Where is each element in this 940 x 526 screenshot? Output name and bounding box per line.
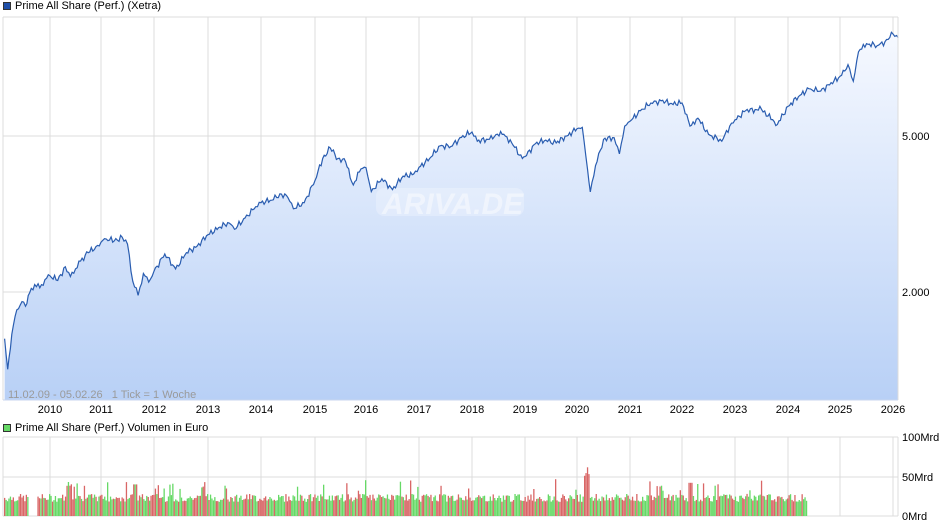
x-tick-label: 2026: [881, 404, 905, 416]
x-tick-label: 2018: [460, 404, 484, 416]
x-tick-label: 2015: [303, 404, 327, 416]
date-range-label: 11.02.09 - 05.02.26 1 Tick = 1 Woche: [8, 389, 196, 401]
x-tick-label: 2023: [723, 404, 747, 416]
x-tick-label: 2014: [249, 404, 273, 416]
main-legend-label: Prime All Share (Perf.) (Xetra): [15, 0, 162, 12]
volume-tick-label: 0Mrd: [902, 511, 927, 523]
x-tick-label: 2012: [142, 404, 166, 416]
x-tick-label: 2017: [407, 404, 431, 416]
x-tick-label: 2024: [776, 404, 800, 416]
volume-legend-label: Prime All Share (Perf.) Volumen in Euro: [15, 422, 209, 434]
volume-tick-label: 100Mrd: [902, 432, 939, 444]
volume-tick-label: 50Mrd: [902, 472, 933, 484]
y-axis-labels: 5.000 2.000: [902, 131, 930, 299]
x-tick-label: 2011: [89, 404, 113, 416]
y-tick-label: 5.000: [902, 131, 930, 143]
x-tick-label: 2021: [618, 404, 642, 416]
main-frame: [2, 16, 899, 401]
x-tick-label: 2010: [38, 404, 62, 416]
watermark-text: ARIVA.DE: [381, 188, 524, 221]
x-tick-label: 2019: [513, 404, 537, 416]
x-tick-label: 2016: [354, 404, 378, 416]
legend-swatch-price: [3, 2, 11, 10]
y-tick-label: 2.000: [902, 287, 930, 299]
x-tick-label: 2025: [828, 404, 852, 416]
x-axis-labels: 2010 2011 2012 2013 2014 2015 2016 2017 2018 2019…: [38, 404, 905, 416]
x-tick-label: 2020: [565, 404, 589, 416]
volume-axis-labels: 100Mrd 50Mrd 0Mrd: [902, 432, 939, 523]
x-tick-label: 2022: [670, 404, 694, 416]
watermark: ARIVA.DE: [376, 188, 524, 221]
x-tick-label: 2013: [196, 404, 220, 416]
price-line: [4, 31, 899, 370]
main-chart-legend: Prime All Share (Perf.) (Xetra): [3, 0, 161, 12]
volume-bars: [4, 467, 808, 516]
price-area-fill: [4, 32, 899, 401]
legend-swatch-volume: [3, 424, 11, 432]
volume-chart-legend: Prime All Share (Perf.) Volumen in Euro: [3, 422, 208, 434]
